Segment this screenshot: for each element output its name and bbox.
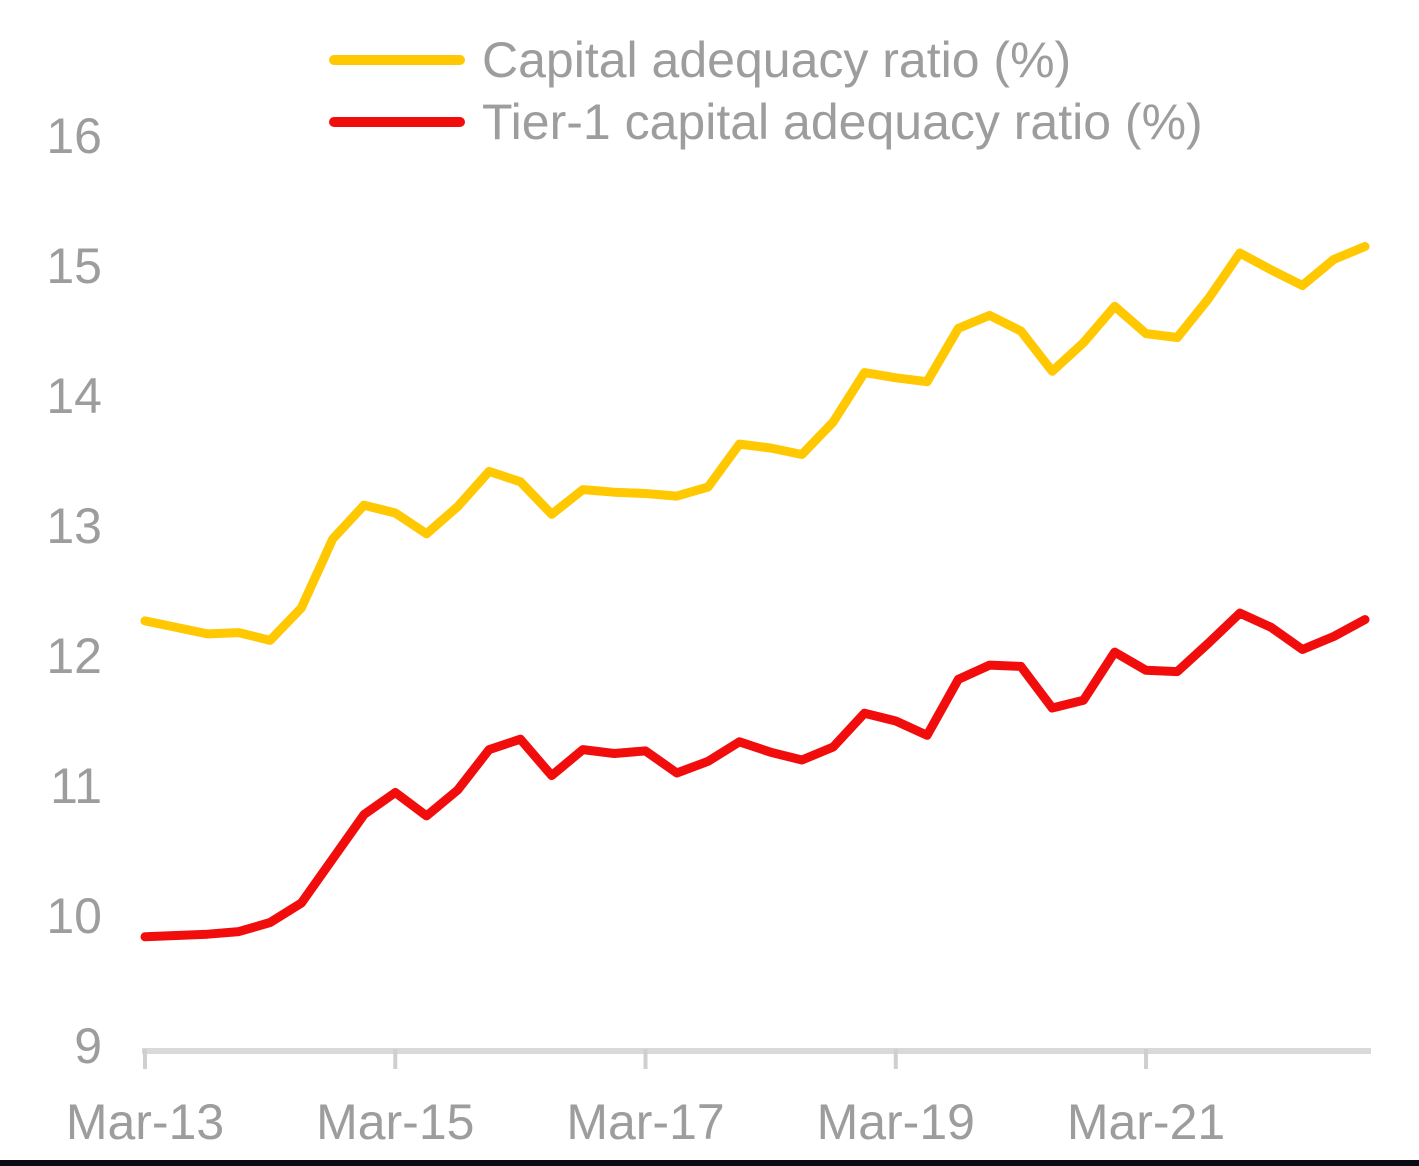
- y-axis-label: 16: [46, 108, 102, 164]
- legend-label: Tier-1 capital adequacy ratio (%): [482, 94, 1203, 150]
- y-axis-label: 9: [74, 1018, 102, 1074]
- tier1-capital-adequacy-line: [140, 608, 1370, 942]
- x-axis-label: Mar-17: [566, 1094, 724, 1150]
- legend-label: Capital adequacy ratio (%): [482, 32, 1071, 88]
- y-axis-label: 11: [50, 758, 102, 814]
- y-axis-label: 13: [46, 498, 102, 554]
- x-axis-label: Mar-13: [66, 1094, 224, 1150]
- bottom-border: [0, 1160, 1419, 1166]
- x-axis-label: Mar-19: [817, 1094, 975, 1150]
- y-axis-label: 15: [46, 238, 102, 294]
- y-axis-label: 14: [46, 368, 102, 424]
- y-axis-label: 10: [46, 888, 102, 944]
- x-axis-label: Mar-15: [316, 1094, 474, 1150]
- x-axis-label: Mar-21: [1067, 1094, 1225, 1150]
- legend: Capital adequacy ratio (%) Tier-1 capital…: [329, 32, 1203, 150]
- series-group: [140, 242, 1370, 942]
- y-axis-label: 12: [46, 628, 102, 684]
- x-axis: Mar-13 Mar-15 Mar-17 Mar-19 Mar-21: [66, 1048, 1371, 1150]
- capital-adequacy-line: [140, 242, 1370, 645]
- y-axis-labels: 9 10 11 12 13 14 15 16: [46, 108, 102, 1074]
